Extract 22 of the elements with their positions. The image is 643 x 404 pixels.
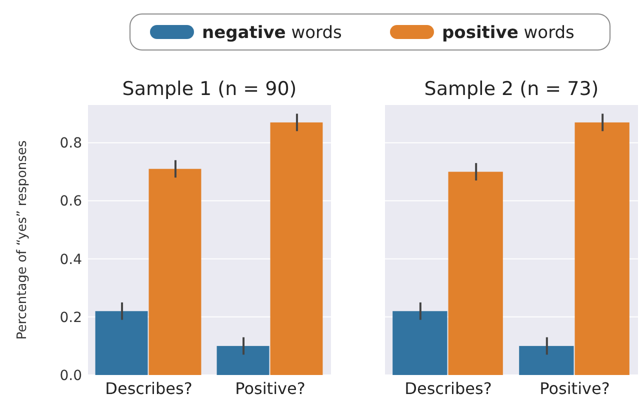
chart-title: Sample 1 (n = 90) — [122, 78, 297, 100]
legend-label: positive words — [442, 22, 575, 43]
y-tick-label: 0.4 — [60, 252, 82, 268]
y-axis-title: Percentage of “yes” responses — [15, 140, 30, 340]
bar — [448, 172, 503, 375]
x-tick-label: Describes? — [105, 379, 192, 398]
bar — [270, 122, 323, 375]
bar — [95, 311, 148, 375]
bar — [392, 311, 448, 375]
legend-label: negative words — [202, 22, 342, 43]
bar — [574, 122, 630, 375]
x-tick-label: Positive? — [235, 379, 306, 398]
bar — [519, 346, 574, 375]
x-tick-label: Describes? — [404, 379, 492, 398]
y-tick-label: 0.8 — [60, 136, 82, 152]
bar — [216, 346, 270, 375]
y-tick-label: 0.6 — [60, 194, 82, 210]
x-tick-label: Positive? — [540, 379, 610, 398]
bar — [148, 168, 202, 375]
y-tick-label: 0.0 — [60, 368, 82, 384]
y-tick-label: 0.2 — [60, 310, 82, 326]
chart-title: Sample 2 (n = 73) — [424, 78, 599, 100]
